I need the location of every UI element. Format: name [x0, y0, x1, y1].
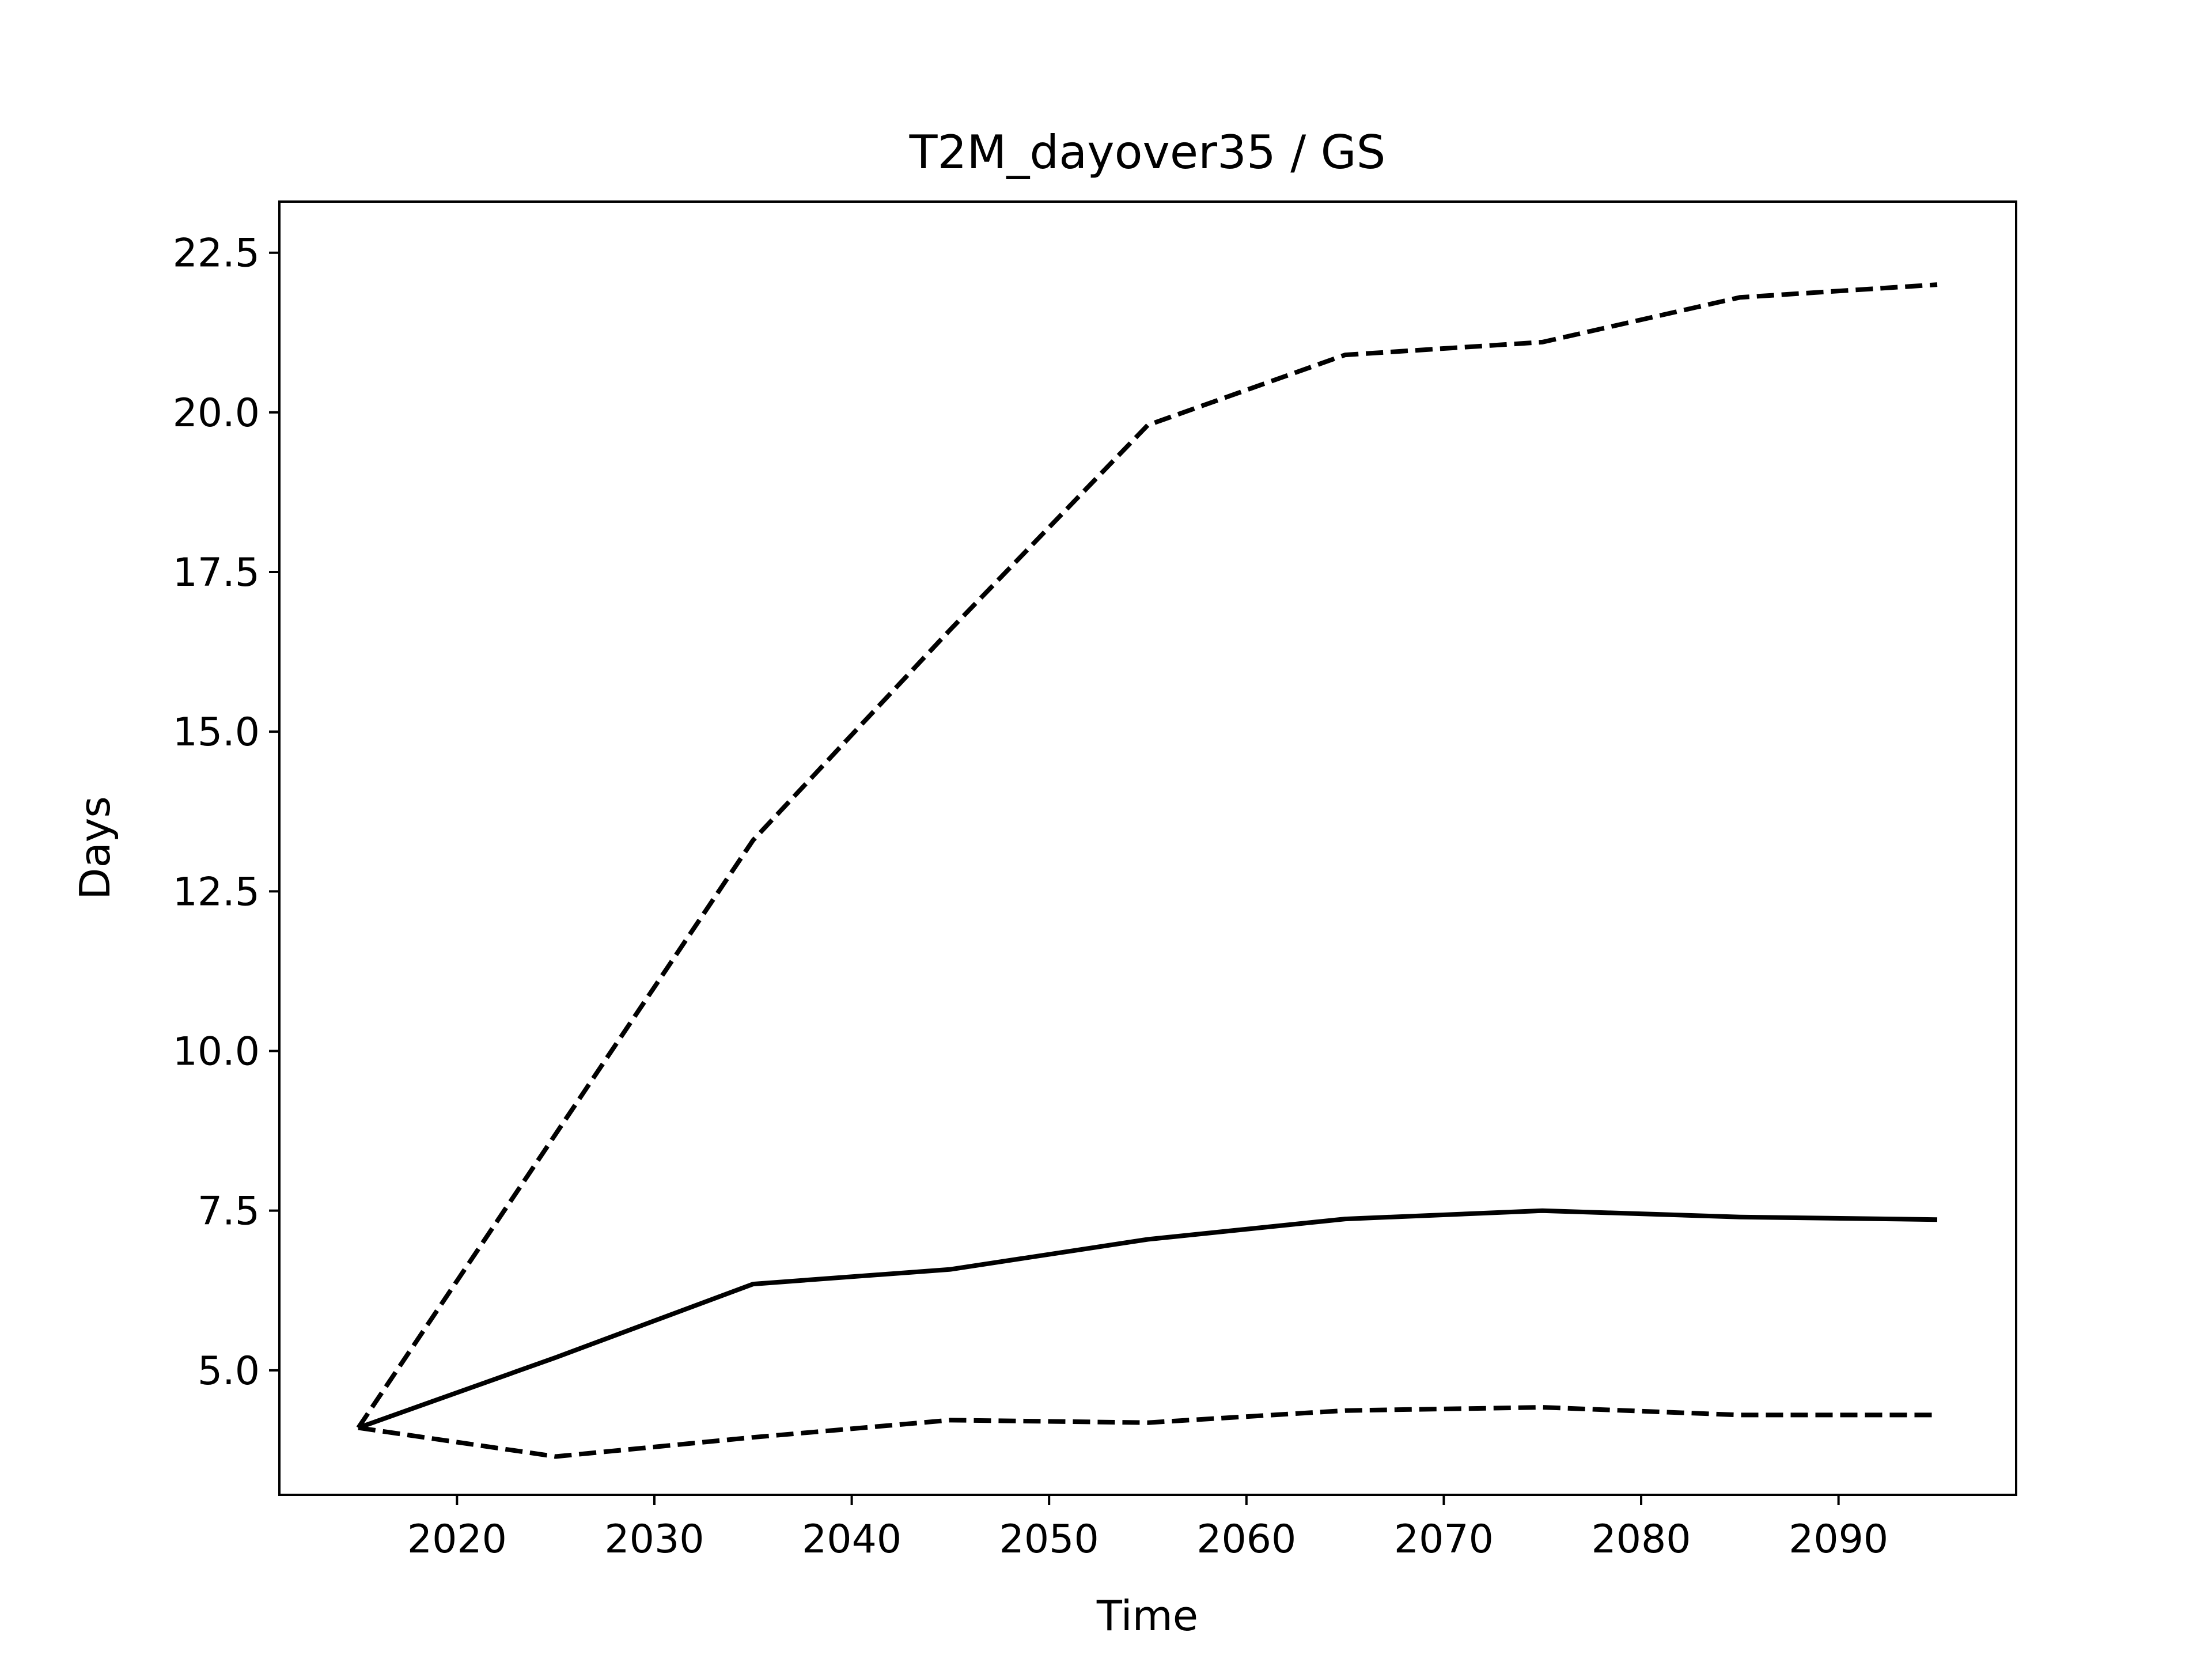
x-tick-label: 2050: [999, 1517, 1099, 1562]
x-tick-label: 2030: [604, 1517, 704, 1562]
y-tick-label: 15.0: [173, 710, 260, 755]
y-axis-label: Days: [71, 796, 119, 900]
y-tick-label: 10.0: [173, 1029, 260, 1074]
y-tick-label: 7.5: [198, 1189, 260, 1234]
y-tick-label: 12.5: [173, 869, 260, 915]
x-tick-label: 2090: [1789, 1517, 1888, 1562]
x-axis: 2020 2030 2040 2050 2060 2070 2080 2090: [407, 1495, 1888, 1562]
y-axis: 5.0 7.5 10.0 12.5 15.0 17.5 20.0 22.5: [173, 231, 279, 1394]
x-axis-label: Time: [1096, 1592, 1198, 1640]
y-tick-label: 20.0: [173, 391, 260, 436]
series-line-1-dashed: [356, 282, 1938, 1429]
plot-area-frame: [278, 200, 2017, 1496]
y-tick-label: 22.5: [173, 231, 260, 276]
series-layer: [356, 282, 1938, 1459]
x-tick-label: 2020: [407, 1517, 507, 1562]
x-tick-label: 2040: [802, 1517, 902, 1562]
y-tick-label: 5.0: [198, 1349, 260, 1394]
x-tick-label: 2070: [1394, 1517, 1494, 1562]
y-tick-label: 17.5: [173, 550, 260, 596]
series-line-2-solid: [357, 1208, 1938, 1430]
x-tick-label: 2060: [1196, 1517, 1296, 1562]
chart-title: T2M_dayover35 / GS: [909, 126, 1386, 179]
series-line-3-dashed: [358, 1405, 1937, 1459]
x-tick-label: 2080: [1592, 1517, 1691, 1562]
